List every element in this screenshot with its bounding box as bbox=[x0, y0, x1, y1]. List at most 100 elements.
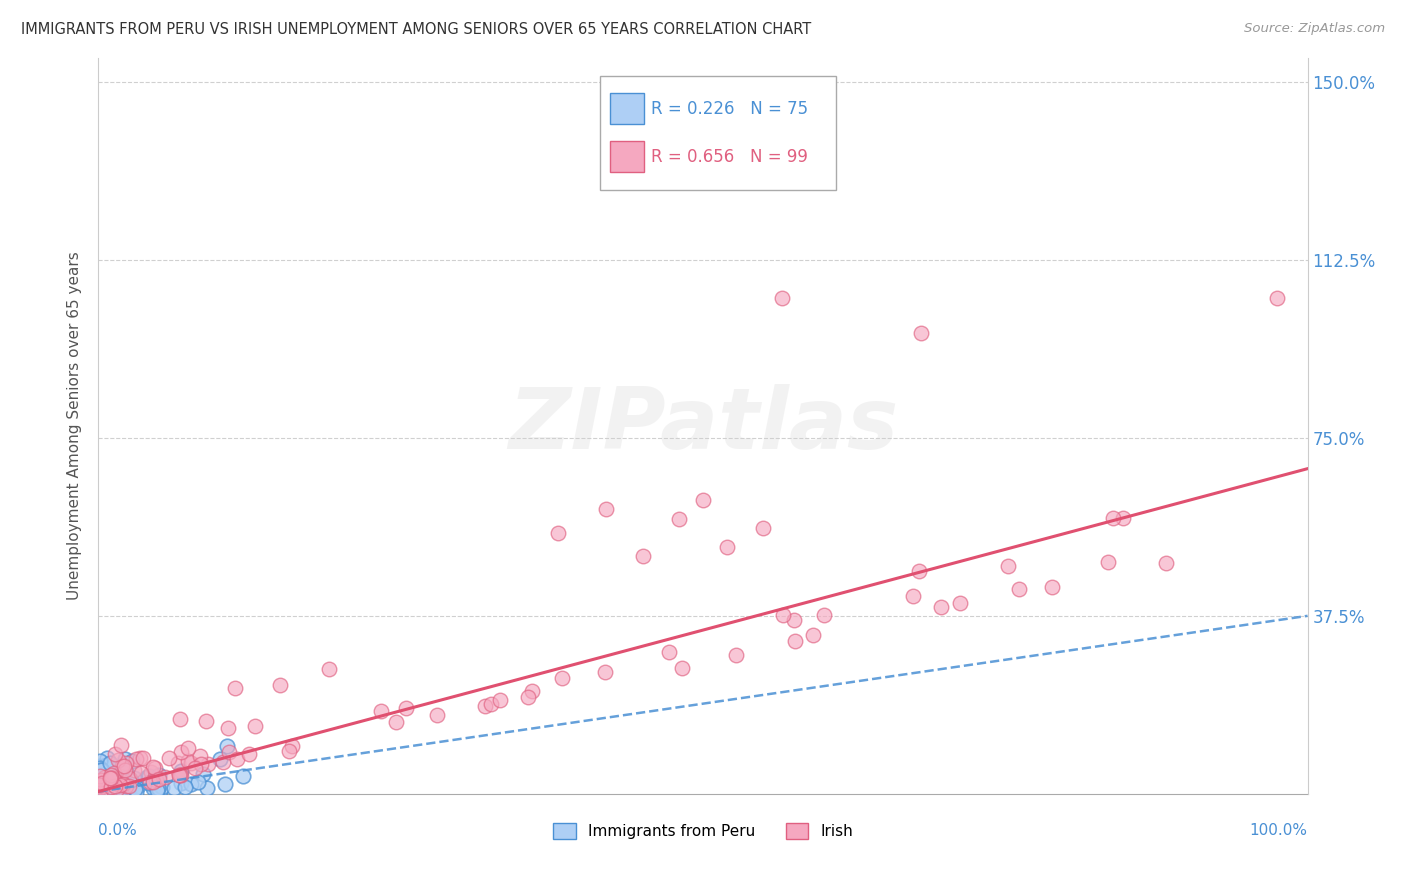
Point bbox=[692, 492, 714, 507]
Point bbox=[138, 769, 160, 783]
Point bbox=[111, 759, 134, 773]
Point bbox=[142, 760, 165, 774]
Point bbox=[187, 774, 209, 789]
Point bbox=[96, 751, 118, 765]
Point bbox=[90, 763, 112, 777]
Point bbox=[115, 770, 138, 784]
Point bbox=[184, 761, 207, 775]
Point bbox=[100, 785, 122, 799]
Point bbox=[104, 779, 127, 793]
Point bbox=[949, 596, 972, 610]
Point bbox=[94, 758, 117, 772]
Point bbox=[107, 785, 129, 799]
Point bbox=[752, 521, 775, 535]
Point bbox=[111, 777, 134, 791]
Point bbox=[169, 712, 191, 726]
Point bbox=[103, 771, 125, 785]
Point bbox=[90, 773, 112, 788]
Point bbox=[370, 704, 392, 718]
Point bbox=[124, 781, 146, 796]
Point bbox=[105, 781, 128, 796]
Point bbox=[180, 756, 202, 770]
Point bbox=[98, 786, 121, 800]
Point bbox=[136, 770, 159, 784]
Point bbox=[142, 775, 165, 789]
Point bbox=[908, 564, 931, 578]
Point bbox=[114, 764, 136, 779]
Point bbox=[910, 326, 932, 341]
Point bbox=[177, 754, 200, 768]
Point bbox=[169, 745, 191, 759]
Point bbox=[139, 765, 162, 780]
Point bbox=[214, 776, 236, 790]
Point bbox=[98, 756, 121, 771]
Point bbox=[91, 763, 114, 777]
Point bbox=[100, 771, 122, 785]
Point bbox=[278, 744, 301, 758]
Point bbox=[104, 786, 127, 800]
Point bbox=[96, 780, 118, 795]
Point bbox=[125, 752, 148, 766]
Point bbox=[716, 540, 738, 554]
Point bbox=[132, 751, 155, 765]
Point bbox=[97, 769, 120, 783]
Point bbox=[142, 774, 165, 789]
Point bbox=[195, 714, 218, 728]
Point bbox=[94, 783, 117, 797]
Point bbox=[100, 780, 122, 795]
Point bbox=[209, 752, 232, 766]
Point bbox=[104, 782, 127, 797]
Point bbox=[91, 784, 114, 798]
Point bbox=[245, 719, 267, 733]
FancyBboxPatch shape bbox=[610, 94, 644, 124]
Legend: Immigrants from Peru, Irish: Immigrants from Peru, Irish bbox=[547, 817, 859, 845]
Point bbox=[89, 784, 111, 798]
Text: R = 0.226   N = 75: R = 0.226 N = 75 bbox=[651, 100, 808, 118]
Point bbox=[118, 775, 141, 789]
Point bbox=[121, 779, 143, 793]
Point bbox=[929, 600, 952, 615]
Point bbox=[170, 764, 193, 779]
Point bbox=[139, 774, 162, 789]
Point bbox=[97, 783, 120, 797]
Point bbox=[148, 768, 170, 782]
Point bbox=[1101, 511, 1123, 525]
Point bbox=[1008, 582, 1031, 597]
Point bbox=[112, 759, 135, 773]
Point bbox=[110, 738, 132, 752]
Point bbox=[91, 771, 114, 785]
Point bbox=[215, 739, 238, 753]
Point bbox=[114, 764, 136, 778]
Point bbox=[127, 779, 149, 793]
Point bbox=[93, 779, 115, 793]
Point bbox=[93, 771, 115, 785]
Point bbox=[783, 634, 806, 648]
Point bbox=[152, 780, 174, 794]
Point bbox=[479, 698, 502, 712]
FancyBboxPatch shape bbox=[610, 141, 644, 172]
Point bbox=[224, 681, 246, 696]
FancyBboxPatch shape bbox=[600, 77, 837, 191]
Point bbox=[100, 768, 122, 782]
Point bbox=[104, 768, 127, 782]
Point bbox=[89, 754, 111, 768]
Point bbox=[169, 776, 191, 790]
Point bbox=[90, 783, 112, 797]
Point bbox=[89, 778, 111, 792]
Point bbox=[100, 781, 122, 796]
Point bbox=[1156, 556, 1178, 570]
Point bbox=[668, 511, 690, 525]
Point bbox=[142, 781, 165, 796]
Point bbox=[195, 780, 218, 795]
Point bbox=[94, 782, 117, 797]
Point bbox=[129, 766, 152, 780]
Point bbox=[124, 763, 146, 777]
Point bbox=[193, 767, 215, 781]
Point bbox=[97, 780, 120, 794]
Point bbox=[146, 780, 169, 795]
Point bbox=[91, 776, 114, 790]
Point bbox=[1040, 580, 1063, 594]
Text: ZIPatlas: ZIPatlas bbox=[508, 384, 898, 467]
Point bbox=[157, 751, 180, 765]
Point bbox=[107, 753, 129, 767]
